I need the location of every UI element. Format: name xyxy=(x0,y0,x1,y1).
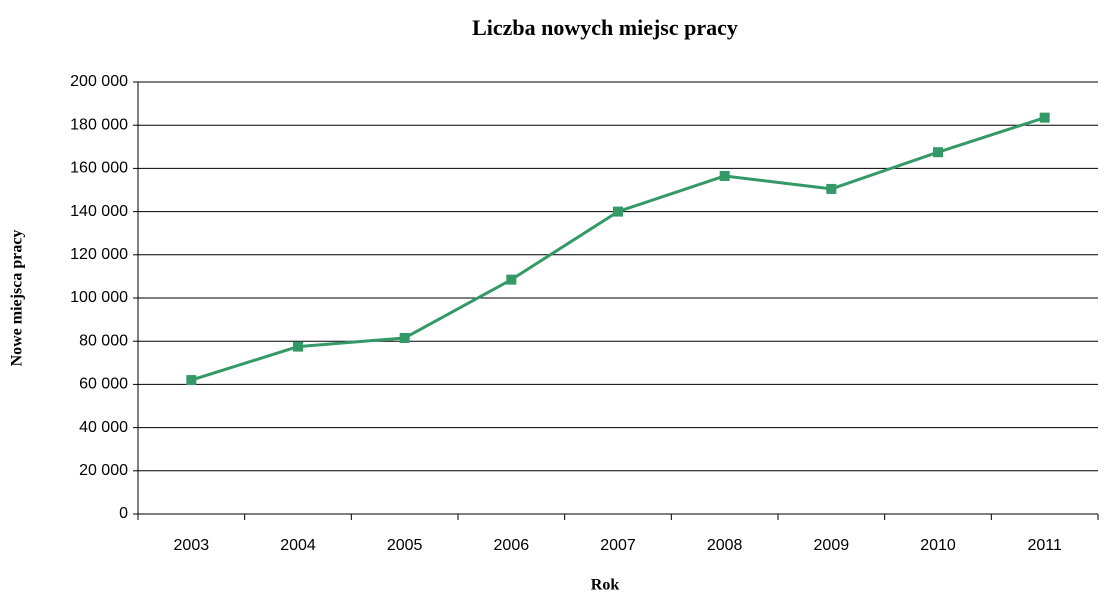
chart-title: Liczba nowych miejsc pracy xyxy=(472,15,738,40)
data-point xyxy=(399,332,410,343)
data-point xyxy=(933,147,943,158)
data-point xyxy=(186,375,197,386)
x-tick-label: 2007 xyxy=(600,537,636,554)
y-tick-label: 140 000 xyxy=(70,203,128,220)
x-tick-label: 2011 xyxy=(1027,537,1062,554)
x-tick-label: 2004 xyxy=(280,537,316,554)
y-tick-label: 60 000 xyxy=(79,376,128,393)
y-tick-label: 120 000 xyxy=(70,246,128,263)
y-tick-label: 80 000 xyxy=(79,332,128,349)
y-tick-label: 180 000 xyxy=(70,116,128,133)
y-axis-label: Nowe miejsca pracy xyxy=(9,230,26,367)
y-tick-label: 40 000 xyxy=(79,419,128,436)
x-tick-label: 2009 xyxy=(814,537,850,554)
x-axis-label: Rok xyxy=(591,577,620,594)
x-tick-label: 2003 xyxy=(174,537,210,554)
data-point xyxy=(719,170,730,181)
x-tick-label: 2010 xyxy=(920,537,956,554)
data-point xyxy=(613,206,623,217)
y-tick-label: 200 000 xyxy=(70,73,128,90)
x-tick-label: 2006 xyxy=(494,537,530,554)
data-point xyxy=(826,183,837,194)
y-tick-label: 100 000 xyxy=(70,289,128,306)
y-tick-label: 160 000 xyxy=(70,160,128,177)
y-tick-label: 20 000 xyxy=(79,462,128,479)
x-tick-label: 2005 xyxy=(387,537,423,554)
data-point xyxy=(506,274,517,285)
x-tick-label: 2008 xyxy=(707,537,743,554)
data-point xyxy=(1039,112,1050,123)
y-tick-label: 0 xyxy=(119,505,128,522)
data-point xyxy=(293,341,303,352)
